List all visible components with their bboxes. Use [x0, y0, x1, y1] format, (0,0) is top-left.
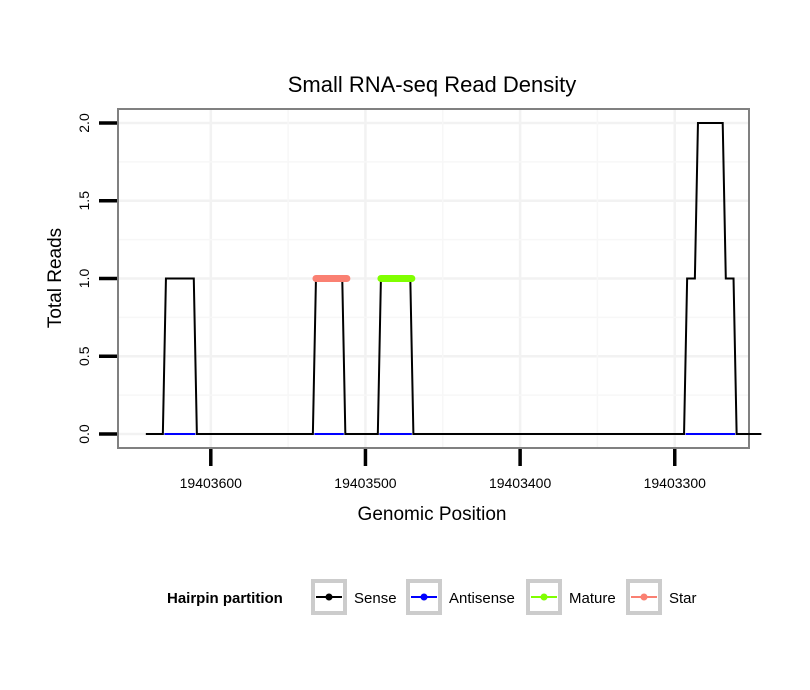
y-tick-label-0: 0.0	[76, 424, 92, 444]
y-tick-label-4: 2.0	[76, 113, 92, 133]
legend-label-star: Star	[669, 590, 697, 607]
y-tick-label-3: 1.5	[76, 191, 92, 211]
legend-label-sense: Sense	[354, 590, 397, 607]
chart-title: Small RNA-seq Read Density	[288, 72, 577, 97]
x-tick-label-0: 19403600	[180, 475, 243, 491]
x-tick-label-1: 19403500	[334, 475, 397, 491]
panel-border	[117, 108, 750, 449]
legend-title: Hairpin partition	[167, 590, 283, 607]
legend-dot-star	[640, 593, 648, 601]
legend-label-antisense: Antisense	[449, 590, 515, 607]
y-tick-label-2: 1.0	[76, 269, 92, 289]
legend-dot-sense	[325, 593, 333, 601]
y-tick-label-1: 0.5	[76, 346, 92, 366]
y-axis-title: Total Reads	[45, 228, 66, 328]
plot-area: 0.0 0.5 1.0 1.5 2.0 19403600 19403500 19403400 1…	[76, 108, 762, 491]
legend-dot-mature	[540, 593, 548, 601]
legend: Hairpin partition Sense Antisense Mature St…	[167, 579, 697, 615]
legend-label-mature: Mature	[569, 590, 616, 607]
x-tick-label-2: 19403400	[489, 475, 552, 491]
legend-dot-antisense	[420, 593, 428, 601]
x-tick-label-3: 19403300	[644, 475, 707, 491]
x-axis-title: Genomic Position	[358, 504, 507, 525]
